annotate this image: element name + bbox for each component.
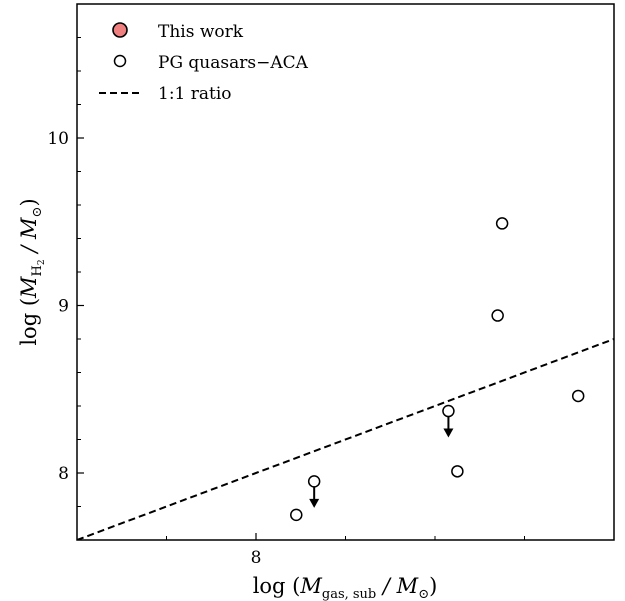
pg-quasar-point-33: [442, 404, 455, 438]
pg-quasar-marker: [571, 389, 585, 403]
pg-quasar-point-32: [571, 389, 585, 403]
axis-ticks: 89108910: [47, 3, 615, 568]
pg-quasar-point-28: [491, 309, 504, 322]
legend: This work PG quasars−ACA 1:1 ratio: [99, 22, 309, 104]
legend-marker-this-work: [112, 22, 128, 38]
pg-quasar-point-36: [290, 508, 303, 522]
pg-quasar-point-16: [495, 217, 509, 230]
data-points-layer: [290, 217, 585, 522]
pg-quasar-marker: [307, 475, 321, 488]
pg-quasar-point-34: [451, 465, 464, 478]
pg-quasar-marker: [491, 309, 504, 322]
y-tick-label: 9: [58, 297, 69, 317]
one-to-one-line: [77, 338, 614, 540]
y-tick-label: 10: [47, 129, 69, 149]
legend-label-one-to-one: 1:1 ratio: [158, 84, 232, 104]
legend-marker-pg-quasars: [113, 54, 127, 68]
pg-quasar-marker: [442, 404, 455, 418]
reference-line-layer: [77, 338, 614, 540]
y-tick-label: 8: [58, 464, 69, 484]
pg-quasar-marker: [290, 508, 303, 522]
legend-label-this-work: This work: [158, 22, 244, 42]
x-tick-label: 8: [251, 548, 262, 568]
y-axis-label: log (MH2 / M⊙): [17, 198, 47, 345]
pg-quasar-marker: [451, 465, 464, 478]
legend-label-pg-quasars: PG quasars−ACA: [158, 53, 309, 73]
upper-limit-arrow-head: [309, 498, 320, 508]
upper-limit-arrow-head: [443, 428, 454, 438]
x-axis-label: log (Mgas, sub / M⊙): [253, 574, 438, 601]
pg-quasar-point-35: [307, 475, 321, 508]
pg-quasar-marker: [495, 217, 509, 230]
